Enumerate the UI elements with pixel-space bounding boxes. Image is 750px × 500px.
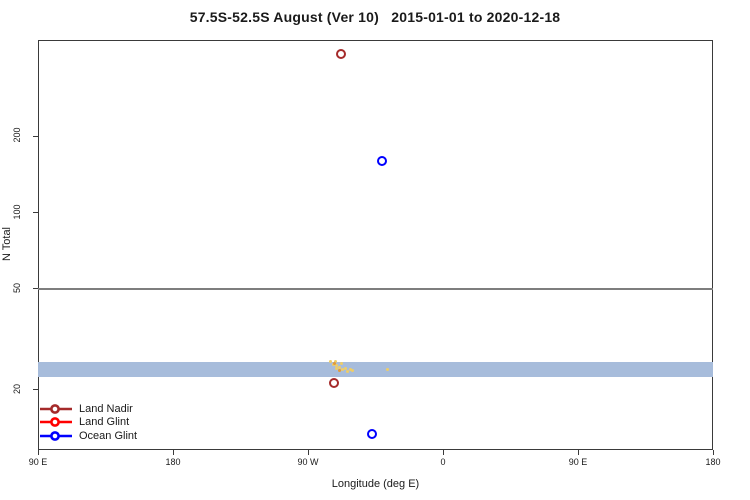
legend-item-land-glint: Land Glint (40, 416, 137, 430)
y-tick (33, 135, 38, 137)
x-axis-title: Longitude (deg E) (331, 478, 420, 490)
data-dot-unlabeled-cluster-gold (333, 359, 337, 363)
land-glint-open-circle-icon (40, 417, 72, 428)
data-dot-unlabeled-cluster-gold (341, 368, 345, 372)
land-nadir-open-circle-icon (40, 403, 72, 414)
data-dot-unlabeled-cluster-gold (334, 363, 338, 367)
data-dot-unlabeled-cluster-orange (332, 361, 336, 365)
data-dot-unlabeled-cluster-gold (385, 368, 389, 372)
x-tick (442, 450, 444, 455)
plot-area (38, 40, 713, 450)
data-point-ocean-glint (367, 429, 378, 440)
x-tick-label: 180 (165, 457, 181, 467)
reference-line-50 (38, 287, 713, 290)
data-dot-unlabeled-cluster-gold (337, 365, 341, 369)
y-tick-label: 100 (12, 203, 22, 220)
x-tick-label: 90 W (297, 457, 319, 467)
data-dot-unlabeled-cluster-gold (335, 367, 339, 371)
y-tick (33, 288, 38, 290)
x-tick (712, 450, 714, 455)
data-dot-unlabeled-cluster-gold (348, 368, 352, 372)
chart-title: 57.5S-52.5S August (Ver 10) 2015-01-01 t… (189, 9, 561, 25)
y-tick (33, 212, 38, 213)
data-point-land-nadir (335, 49, 346, 60)
data-dot-unlabeled-cluster-orange (338, 368, 341, 372)
legend-item-ocean-glint: Ocean Glint (40, 429, 137, 443)
data-point-land-nadir (329, 377, 339, 388)
highlight-band (38, 362, 713, 377)
legend-label-land-nadir: Land Nadir (79, 402, 133, 415)
legend-item-land-nadir: Land Nadir (40, 402, 137, 416)
y-tick (33, 389, 38, 391)
legend-label-land-glint: Land Glint (79, 416, 130, 429)
legend-label-ocean-glint: Ocean Glint (79, 429, 138, 442)
data-dot-unlabeled-cluster-gold (339, 362, 343, 366)
legend: Land Nadir Land Glint Ocean Glint (40, 402, 137, 443)
x-tick (37, 450, 39, 455)
data-dot-unlabeled-cluster-gold (343, 366, 347, 370)
data-dot-unlabeled-cluster-gold (329, 360, 332, 364)
x-tick-label: 0 (440, 457, 446, 467)
x-tick-label: 90 E (28, 457, 48, 467)
y-tick-label: 50 (12, 282, 22, 293)
data-dot-unlabeled-cluster-gold (345, 370, 349, 374)
y-tick-label: 200 (12, 127, 22, 143)
x-tick (577, 450, 579, 455)
x-tick-label: 90 E (568, 457, 588, 467)
data-point-ocean-glint (376, 155, 387, 166)
x-tick-label: 180 (705, 457, 721, 467)
x-tick (307, 450, 309, 455)
y-tick-label: 20 (12, 383, 22, 394)
x-tick (172, 450, 174, 455)
data-dot-unlabeled-cluster-gold (350, 369, 354, 373)
ocean-glint-open-circle-icon (40, 431, 72, 441)
